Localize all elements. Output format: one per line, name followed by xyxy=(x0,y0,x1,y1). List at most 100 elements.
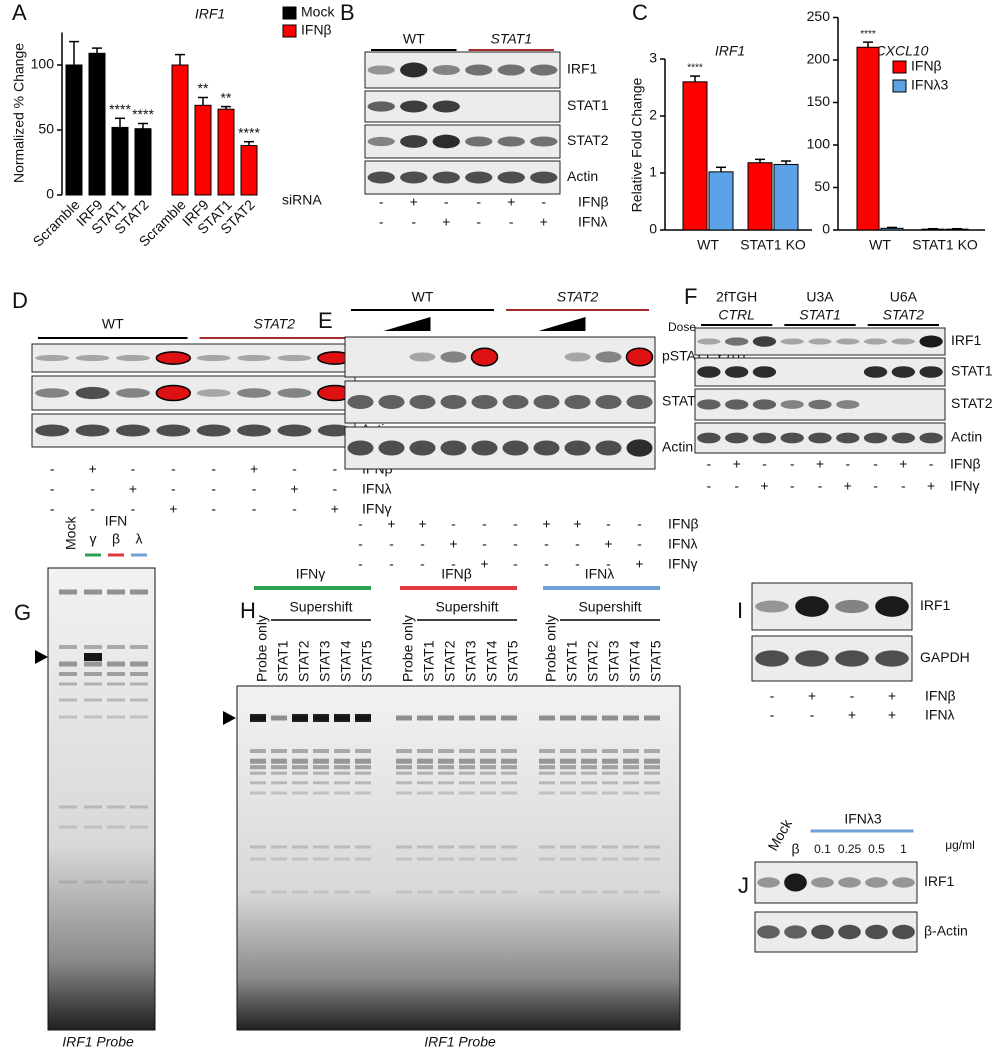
bar xyxy=(194,104,212,196)
treatment-sign: - xyxy=(50,501,55,517)
treatment-sign: - xyxy=(637,536,642,552)
blot-band xyxy=(697,432,721,444)
treatment-label: IFNβ xyxy=(668,516,699,532)
row-label: STAT2 xyxy=(951,395,993,411)
treatment-sign: - xyxy=(707,456,712,472)
blot-band xyxy=(440,395,467,409)
treatment-sign: - xyxy=(451,516,456,532)
lane-label: STAT2 xyxy=(296,640,312,682)
lane-label: STAT3 xyxy=(463,640,479,682)
bar xyxy=(171,64,189,196)
group-label: IFNγ xyxy=(296,566,326,582)
y-tick-label: 150 xyxy=(807,93,831,109)
treatment-sign: + xyxy=(169,501,177,517)
significance: ** xyxy=(221,89,232,105)
treatment-sign: - xyxy=(513,516,518,532)
x-tick-label: STAT1 KO xyxy=(912,237,978,253)
treatment-sign: - xyxy=(513,536,518,552)
x-tick-label: Scramble xyxy=(30,196,83,249)
y-tick-label: 200 xyxy=(807,51,831,67)
treatment-label: IFNγ xyxy=(362,501,392,517)
blot-band xyxy=(863,366,888,378)
blot-band xyxy=(35,424,70,437)
lane-label: STAT1 xyxy=(421,640,437,682)
group-label: U6A xyxy=(890,289,918,305)
blot-band xyxy=(752,432,777,444)
treatment-sign: - xyxy=(131,501,136,517)
panel-letter: J xyxy=(738,873,749,898)
blot-band xyxy=(865,924,888,940)
blot-band xyxy=(595,351,622,363)
bar xyxy=(880,227,904,231)
treatment-sign: - xyxy=(762,456,767,472)
blot-band xyxy=(863,432,888,444)
treatment-sign: + xyxy=(927,478,935,494)
treatment-sign: - xyxy=(50,481,55,497)
blot-strip xyxy=(364,160,561,195)
lane-label: STAT4 xyxy=(338,640,354,682)
blot-band xyxy=(891,432,915,444)
blot-band xyxy=(196,424,231,437)
treatment-sign: - xyxy=(90,501,95,517)
bar xyxy=(773,163,799,231)
treatment-label: IFNλ xyxy=(362,481,392,497)
lane-label: γ xyxy=(90,531,97,547)
significance: **** xyxy=(860,29,876,40)
blot-band xyxy=(595,440,622,456)
blot-band xyxy=(780,338,804,345)
group-label: IFNλ3 xyxy=(844,811,882,827)
blot-band xyxy=(237,388,272,398)
group-label: STAT1 xyxy=(799,307,841,323)
row-label: STAT1 xyxy=(951,363,993,379)
blot-band xyxy=(757,877,780,888)
blot-band xyxy=(836,432,860,444)
x-tick-label: STAT1 KO xyxy=(740,237,806,253)
blot-band xyxy=(277,354,312,362)
panel-letter: B xyxy=(340,0,355,25)
caption: IRF1 Probe xyxy=(424,1034,496,1050)
blot-band xyxy=(378,395,405,409)
blot-band xyxy=(836,400,860,409)
lane-label: STAT3 xyxy=(606,640,622,682)
treatment-sign: - xyxy=(389,556,394,572)
dose-wedge xyxy=(538,317,586,331)
row-label: IRF1 xyxy=(924,873,955,889)
blot-band xyxy=(784,925,807,939)
significance: **** xyxy=(687,63,703,74)
blot-band xyxy=(838,877,861,888)
blot-band xyxy=(625,347,654,367)
treatment-sign: - xyxy=(575,536,580,552)
treatment-sign: - xyxy=(707,478,712,494)
blot-band xyxy=(697,399,721,410)
treatment-sign: - xyxy=(845,456,850,472)
blot-band xyxy=(75,354,110,362)
treatment-sign: + xyxy=(604,536,612,552)
blot-strip xyxy=(364,124,561,159)
lane-label: STAT5 xyxy=(505,640,521,682)
lane-label: STAT3 xyxy=(317,640,333,682)
treatment-sign: - xyxy=(171,481,176,497)
significance: **** xyxy=(109,101,131,117)
group-label: IFN xyxy=(105,513,128,529)
bar xyxy=(88,52,106,196)
treatment-sign: + xyxy=(331,501,339,517)
bar xyxy=(65,64,83,196)
blot-band xyxy=(432,171,460,184)
blot-band xyxy=(811,924,834,940)
treatment-sign: - xyxy=(358,556,363,572)
blot-strip xyxy=(754,861,918,904)
treatment-sign: - xyxy=(482,516,487,532)
treatment-sign: - xyxy=(575,556,580,572)
treatment-sign: - xyxy=(90,481,95,497)
y-tick-label: 2 xyxy=(649,107,657,123)
blot-band xyxy=(400,100,428,113)
blot-band xyxy=(564,440,591,456)
blot-strip xyxy=(754,911,918,953)
treatment-sign: - xyxy=(292,461,297,477)
treatment-sign: - xyxy=(770,688,775,704)
blot-band xyxy=(115,424,150,437)
row-label: β-Actin xyxy=(924,923,968,939)
treatment-sign: - xyxy=(606,516,611,532)
treatment-label: IFNγ xyxy=(668,556,698,572)
